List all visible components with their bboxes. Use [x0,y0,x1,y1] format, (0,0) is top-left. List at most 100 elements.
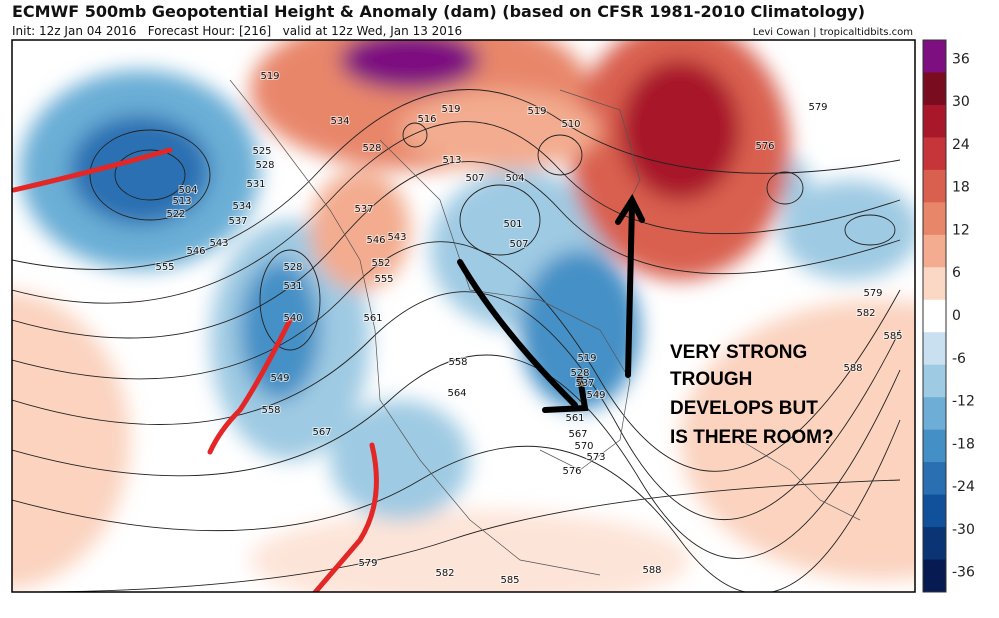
contour-label: 567 [568,429,587,440]
title: ECMWF 500mb Geopotential Height & Anomal… [12,2,865,21]
contour-label: 579 [358,558,377,569]
contour-label: 528 [255,160,274,171]
contour-label: 537 [575,378,594,389]
contour-labels: 519 516 519 519 510 534 528 513 507 504 525 528 531 5… [154,70,903,587]
contour-label: 504 [505,173,524,184]
map: 519 516 519 519 510 534 528 513 507 504 525 528 531 5… [12,40,915,592]
colorbar-swatch [923,364,946,398]
contour-label: 516 [417,114,436,125]
contour-label: 558 [261,405,280,416]
colorbar-tick-label: 18 [952,180,970,196]
contour-label: 537 [228,216,247,227]
contour-label: 549 [586,390,605,401]
colorbar-tick-label: -12 [952,394,975,410]
colorbar-swatch [923,234,946,268]
colorbar-swatch [923,559,946,593]
contour-label: 513 [442,155,461,166]
contour-label: 531 [283,281,302,292]
contour-label: 558 [448,357,467,368]
contour-label: 510 [561,119,580,130]
colorbar-swatch [923,202,946,236]
colorbar-swatch [923,527,946,561]
contour-label: 519 [527,106,546,117]
annotation-line: TROUGH [670,369,752,390]
contour-label: 555 [374,274,393,285]
colorbar-tick-label: -30 [952,522,975,538]
contour-label: 519 [577,353,596,364]
contour-label: 552 [371,258,390,269]
contour-label: 528 [283,262,302,273]
colorbar-swatch [923,397,946,431]
colorbar-swatch [923,137,946,171]
contour-label: 519 [441,104,460,115]
contour-label: 549 [270,373,289,384]
colorbar-tick-label: 6 [952,265,961,281]
contour-label: 501 [503,219,522,230]
contour-label: 507 [509,239,528,250]
colorbar-tick-label: 12 [952,222,970,238]
red-marker-lines [12,147,379,592]
colorbar-swatch [923,462,946,496]
colorbar-swatch [923,40,946,73]
contour-label: 555 [155,262,174,273]
contour-label: 585 [500,575,519,586]
contour-label: 561 [565,413,584,424]
contour-label: 588 [642,565,661,576]
contour-label: 540 [283,313,302,324]
black-arrows [457,193,645,413]
contour-label: 579 [863,288,882,299]
contour-label: 519 [260,71,279,82]
colorbar-tick-label: -6 [952,351,966,367]
colorbar-tick-label: 36 [952,51,970,67]
colorbar-swatch [923,299,946,333]
contour-label: 534 [330,116,349,127]
map-frame [11,39,916,593]
contour-label: 546 [366,235,385,246]
credit: Levi Cowan | tropicaltidbits.com [753,27,913,38]
colorbar-swatch [923,332,946,366]
colorbar-tick-label: -36 [952,565,975,581]
contour-label: 507 [465,173,484,184]
contour-label: 531 [246,179,265,190]
colorbar-tick-label: -24 [952,479,975,495]
contour-label: 576 [755,141,774,152]
colorbar-swatch [923,429,946,463]
colorbar-tick-label: 30 [952,94,970,110]
contour-label: 576 [562,466,581,477]
colorbar-swatch [923,267,946,301]
contour-label: 582 [856,308,875,319]
colorbar-tick-label: -18 [952,436,975,452]
contour-label: 504 [178,185,197,196]
contour-label: 588 [843,363,862,374]
contour-label: 561 [363,313,382,324]
subtitle: Init: 12z Jan 04 2016 Forecast Hour: [21… [12,24,462,38]
contour-label: 525 [252,146,271,157]
contour-label: 528 [570,368,589,379]
contour-label: 573 [586,452,605,463]
colorbar-swatch [923,494,946,528]
contour-label: 513 [172,196,191,207]
annotation-line: VERY STRONG [670,342,807,363]
contour-label: 534 [232,201,251,212]
contour-label: 585 [883,331,902,342]
contour-label: 564 [447,388,466,399]
colorbar-tick-label: 24 [952,137,970,153]
colorbar: 36 30 24 18 12 6 0 -6 -12 -18 -24 -30 -36 [922,39,975,593]
contour-label: 570 [574,441,593,452]
contour-label: 543 [209,238,228,249]
height-contours [12,89,901,592]
contour-label: 567 [312,427,331,438]
colorbar-frame [922,39,947,593]
colorbar-swatch [923,72,946,106]
annotation-line: DEVELOPS BUT [670,398,818,419]
contour-label: 537 [354,204,373,215]
contour-label: 546 [186,246,205,257]
colorbar-swatch [923,104,946,138]
colorbar-tick-label: 0 [952,308,961,324]
contour-label: 579 [808,102,827,113]
colorbar-swatch [923,169,946,203]
annotation: VERY STRONG TROUGH DEVELOPS BUT IS THERE… [670,342,834,448]
contour-label: 528 [362,143,381,154]
contour-label: 522 [166,209,185,220]
